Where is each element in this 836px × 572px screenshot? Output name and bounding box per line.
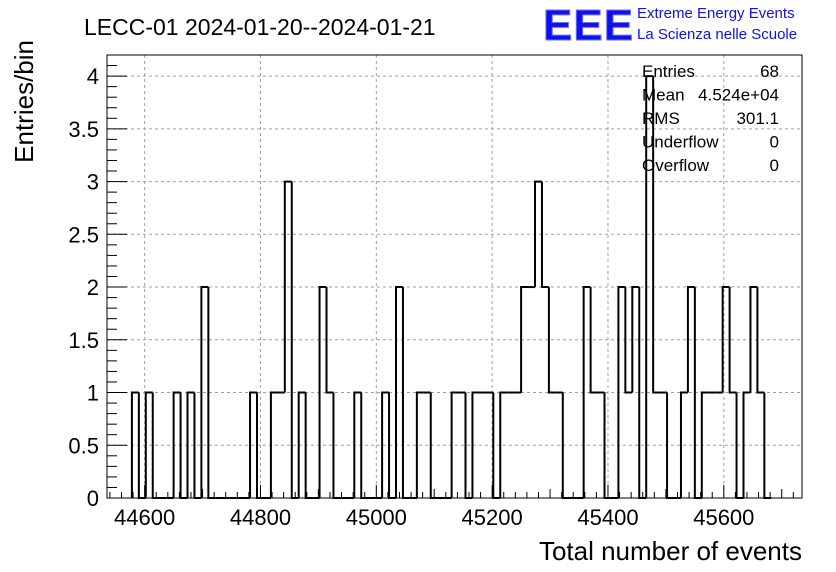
histogram-bin	[450, 391, 459, 498]
eee-logo: EEE Extreme Energy Events La Scienza nel…	[543, 1, 798, 51]
eee-logo-line2: La Scienza nelle Scuole	[637, 26, 797, 43]
histogram-bin	[721, 286, 730, 393]
histogram-bin	[700, 391, 709, 498]
histogram-bin	[186, 391, 195, 498]
stats-label: Underflow	[642, 133, 719, 152]
histogram-bin	[547, 287, 556, 394]
histogram-bin	[249, 391, 258, 498]
histogram-bin	[742, 391, 751, 498]
histogram-bin	[499, 391, 508, 498]
stats-value: 4.524e+04	[698, 86, 779, 105]
histogram-bin	[144, 391, 153, 498]
x-tick-label: 44600	[114, 505, 175, 530]
x-tick-label: 45200	[462, 505, 523, 530]
y-tick-label: 1	[87, 381, 99, 406]
histogram-bin	[679, 391, 688, 498]
x-axis-label: Total number of events	[539, 536, 802, 566]
histogram-bin	[582, 286, 591, 498]
histogram-bin	[534, 180, 542, 288]
histogram-bin	[686, 286, 695, 393]
histogram-bin	[415, 391, 424, 498]
histogram-bin	[381, 391, 390, 498]
axis-ticks	[107, 65, 794, 499]
y-axis-label: Entries/bin	[9, 40, 39, 163]
histogram-bin	[728, 287, 737, 394]
histogram-bin	[756, 287, 765, 394]
stats-box: Entries 68 Mean 4.524e+04 RMS 301.1 Underflow 0…	[642, 62, 779, 175]
histogram-bin	[645, 75, 654, 498]
x-tick-label: 45400	[577, 505, 638, 530]
histogram-bin	[395, 286, 403, 498]
histogram-bin	[624, 287, 633, 394]
y-tick-label: 1.5	[68, 328, 99, 353]
histogram-bin	[617, 286, 626, 498]
eee-logo-line1: Extreme Energy Events	[637, 5, 795, 22]
stats-value: 68	[760, 62, 779, 81]
histogram-bin	[652, 76, 661, 394]
stats-label: Overflow	[642, 156, 710, 175]
histogram-bin	[471, 391, 480, 498]
histogram-bin	[172, 391, 181, 498]
stats-value: 301.1	[736, 109, 779, 128]
y-tick-label: 0.5	[68, 433, 99, 458]
histogram-bin	[325, 287, 334, 394]
histogram-bin	[749, 286, 758, 393]
chart-title: LECC-01 2024-01-20--2024-01-21	[84, 14, 436, 40]
histogram-bin	[540, 181, 549, 289]
x-tick-label: 45600	[693, 505, 754, 530]
stats-value: 0	[770, 156, 779, 175]
y-tick-label: 0	[87, 486, 99, 511]
histogram-bin	[269, 391, 278, 498]
histogram-bin	[353, 391, 362, 498]
y-tick-label: 2	[87, 275, 99, 300]
histogram-bin	[520, 286, 529, 393]
y-tick-label: 3.5	[68, 117, 99, 142]
histogram-bin	[631, 286, 640, 393]
histogram-bin	[283, 180, 292, 393]
y-tick-label: 2.5	[68, 222, 99, 247]
x-tick-label: 45000	[346, 505, 407, 530]
y-tick-label: 3	[87, 170, 99, 195]
eee-logo-mark: EEE	[543, 1, 634, 50]
histogram-bin	[200, 286, 209, 498]
x-tick-label: 44800	[230, 505, 291, 530]
histogram-bin	[589, 287, 598, 394]
histogram-bin	[297, 391, 306, 498]
stats-value: 0	[770, 133, 779, 152]
y-tick-labels: 0 0.5 1 1.5 2 2.5 3 3.5 4	[68, 64, 99, 511]
y-tick-label: 4	[87, 64, 99, 89]
stats-label: RMS	[642, 109, 680, 128]
histogram-bin	[318, 286, 327, 498]
x-tick-labels: 44600 44800 45000 45200 45400 45600	[114, 505, 754, 530]
histogram-bin	[130, 391, 139, 498]
stats-label: Entries	[642, 62, 695, 81]
stats-label: Mean	[642, 86, 685, 105]
